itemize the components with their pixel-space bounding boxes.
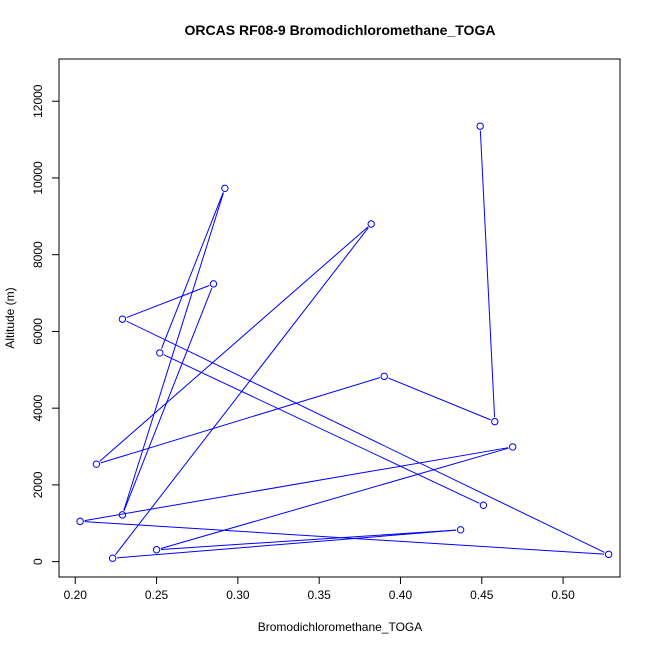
series-layer bbox=[76, 122, 613, 562]
data-point bbox=[508, 443, 517, 451]
data-point bbox=[76, 517, 84, 526]
series-segment bbox=[479, 130, 496, 418]
y-tick-label: 4000 bbox=[31, 395, 45, 422]
x-tick-label: 0.35 bbox=[307, 588, 331, 602]
series-segment bbox=[161, 529, 457, 550]
data-point bbox=[476, 122, 484, 130]
y-tick-label: 8000 bbox=[31, 241, 45, 268]
data-point bbox=[92, 460, 101, 468]
data-point bbox=[108, 554, 117, 562]
y-tick-label: 6000 bbox=[31, 318, 45, 345]
y-tick-label: 0 bbox=[31, 558, 45, 565]
data-point bbox=[479, 501, 488, 509]
x-tick-label: 0.40 bbox=[389, 588, 413, 602]
data-point bbox=[118, 315, 127, 323]
series-segment bbox=[163, 354, 480, 504]
x-tick-label: 0.45 bbox=[470, 588, 494, 602]
y-axis-label: Altitude (m) bbox=[3, 287, 17, 348]
series-segment bbox=[126, 285, 210, 318]
x-tick-label: 0.50 bbox=[551, 588, 575, 602]
x-axis: 0.20 0.25 0.30 0.35 0.40 0.45 0.50 bbox=[64, 576, 575, 602]
plot-frame bbox=[58, 58, 621, 578]
series-segment bbox=[123, 192, 224, 511]
data-point bbox=[152, 546, 161, 554]
series-segment bbox=[117, 529, 457, 559]
x-tick-label: 0.20 bbox=[64, 588, 88, 602]
data-point bbox=[380, 372, 388, 381]
x-tick-label: 0.30 bbox=[226, 588, 250, 602]
data-point bbox=[209, 280, 218, 288]
series-segment bbox=[123, 287, 213, 511]
y-tick-label: 10000 bbox=[31, 161, 45, 195]
data-point bbox=[367, 220, 375, 228]
chart-title: ORCAS RF08-9 Bromodichloromethane_TOGA bbox=[185, 22, 496, 38]
x-axis-label: Bromodichloromethane_TOGA bbox=[258, 620, 423, 634]
data-point bbox=[221, 184, 229, 193]
series-segment bbox=[160, 447, 509, 549]
y-axis: 0 2000 4000 6000 8000 10000 12000 bbox=[31, 84, 60, 565]
data-point bbox=[604, 550, 613, 559]
series-segment bbox=[161, 192, 224, 349]
series-segment bbox=[84, 447, 509, 522]
data-point bbox=[491, 417, 499, 426]
data-point bbox=[156, 349, 164, 357]
series-segment bbox=[84, 521, 605, 555]
y-tick-label: 12000 bbox=[31, 84, 45, 118]
data-point bbox=[456, 526, 465, 534]
data-point bbox=[118, 511, 127, 519]
series-segment bbox=[99, 226, 369, 462]
series-segment bbox=[100, 377, 381, 464]
y-tick-label: 2000 bbox=[31, 471, 45, 498]
x-tick-label: 0.25 bbox=[145, 588, 169, 602]
series-segment bbox=[126, 320, 605, 553]
series-segment bbox=[388, 377, 491, 421]
